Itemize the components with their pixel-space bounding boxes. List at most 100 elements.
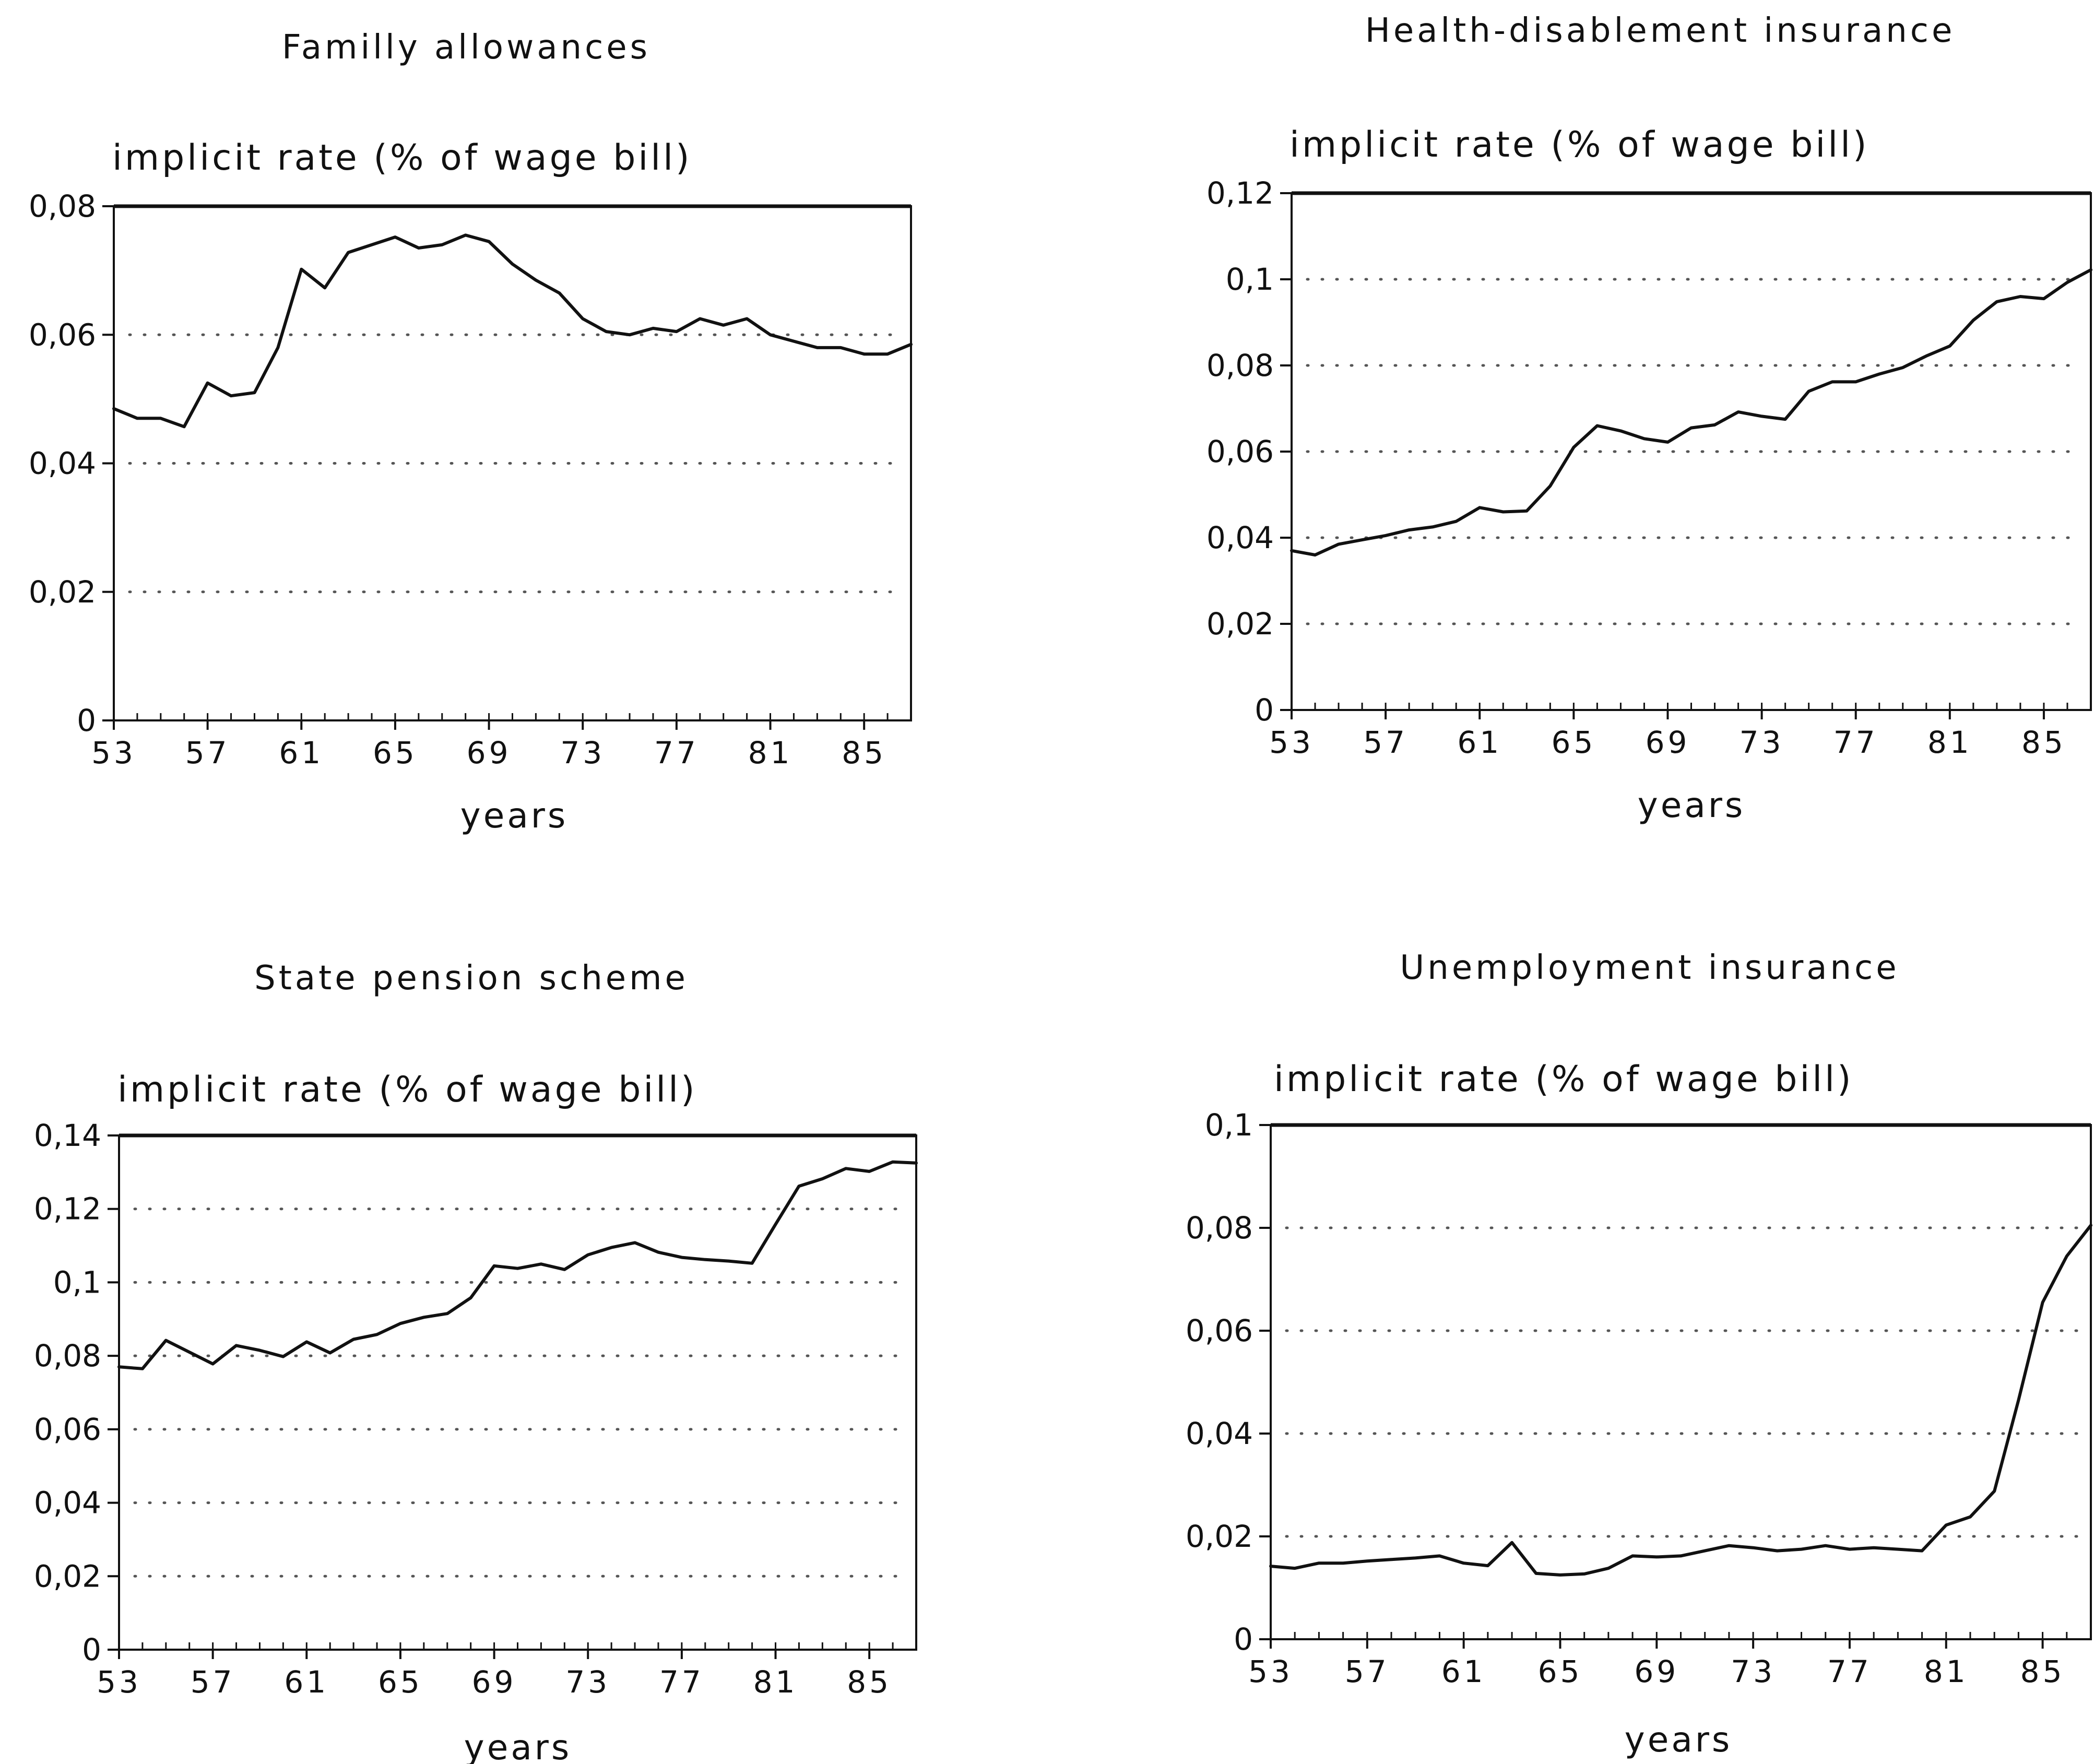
x-tick-label: 73 (560, 735, 605, 771)
plot-border (118, 1134, 917, 1651)
x-tick-label: 57 (1363, 725, 1408, 760)
x-tick-label: 61 (284, 1664, 329, 1700)
gridlines (1285, 1226, 2082, 1538)
y-tick-label: 0,02 (34, 1558, 101, 1594)
y-axis-ticks: 0 0,02 0,04 0,06 0,08 0,1 0,12 0,14 (34, 1118, 119, 1667)
gridlines (133, 1207, 907, 1578)
y-tick-label: 0,12 (34, 1191, 101, 1227)
series-line (117, 1160, 918, 1370)
gridlines (128, 333, 902, 594)
x-tick-label: 77 (654, 735, 699, 771)
y-tick-label: 0,02 (1186, 1519, 1253, 1554)
x-tick-label: 61 (1441, 1654, 1486, 1689)
chart-title: Unemployment insurance (1400, 949, 1899, 987)
x-tick-label: 65 (1551, 725, 1596, 760)
y-tick-label: 0,06 (1206, 434, 1274, 469)
x-tick-label: 73 (1731, 1654, 1776, 1689)
plot-border (1270, 1124, 2092, 1640)
data-series (1290, 268, 2092, 557)
chart-panel-familly-allowances: Familly allowances implicit rate (% of w… (29, 28, 913, 836)
y-axis-ticks: 0 0,02 0,04 0,06 0,08 0,1 0,12 (1206, 175, 1292, 728)
y-axis-ticks: 0 0,02 0,04 0,06 0,08 (29, 188, 114, 738)
plot-frame (118, 1133, 917, 1651)
x-tick-label: 53 (1269, 725, 1314, 760)
y-tick-label: 0,06 (34, 1412, 101, 1447)
x-tick-label: 65 (373, 735, 418, 771)
y-tick-label: 0 (77, 703, 96, 738)
x-tick-label: 53 (1248, 1654, 1293, 1689)
x-tick-label: 85 (2021, 725, 2066, 760)
y-tick-label: 0,08 (1206, 348, 1274, 383)
y-axis-label: implicit rate (% of wage bill) (1274, 1059, 1854, 1100)
gridlines (1306, 278, 2082, 625)
x-tick-label: 77 (659, 1664, 704, 1700)
x-tick-label: 57 (185, 735, 230, 771)
y-axis-label: implicit rate (% of wage bill) (112, 137, 692, 179)
x-tick-label: 69 (472, 1664, 517, 1700)
chart-title: Health-disablement insurance (1365, 11, 1956, 50)
chart-panel-unemployment-insurance: Unemployment insurance implicit rate (% … (1186, 949, 2092, 1760)
x-tick-label: 65 (378, 1664, 423, 1700)
y-tick-label: 0 (1255, 692, 1274, 728)
plot-frame (1270, 1123, 2092, 1640)
x-tick-label: 61 (279, 735, 324, 771)
y-tick-label: 0,04 (29, 446, 96, 481)
x-tick-label: 85 (847, 1664, 892, 1700)
y-tick-label: 0,08 (29, 188, 96, 224)
y-axis-label: implicit rate (% of wage bill) (1289, 124, 1870, 165)
y-tick-label: 0,02 (29, 574, 96, 610)
x-axis-ticks: 53 57 61 65 69 73 77 81 85 (1248, 1632, 2092, 1689)
y-tick-label: 0,04 (1186, 1416, 1253, 1451)
x-axis-ticks: 53 57 61 65 69 73 77 81 85 (97, 1642, 917, 1700)
x-axis-ticks: 53 57 61 65 69 73 77 81 85 (1269, 703, 2092, 760)
x-tick-label: 81 (753, 1664, 798, 1700)
x-tick-label: 69 (1646, 725, 1690, 760)
y-tick-label: 0,14 (34, 1118, 101, 1153)
chart-panel-state-pension-scheme: State pension scheme implicit rate (% of… (34, 959, 918, 1764)
x-tick-label: 53 (91, 735, 136, 771)
series-line (1290, 268, 2092, 557)
y-axis-ticks: 0 0,02 0,04 0,06 0,08 0,1 (1186, 1107, 1271, 1657)
data-series (1269, 1224, 2092, 1577)
y-tick-label: 0,06 (1186, 1313, 1253, 1348)
y-tick-label: 0,1 (1226, 262, 1274, 297)
x-tick-label: 85 (2020, 1654, 2065, 1689)
x-tick-label: 81 (1927, 725, 1972, 760)
x-tick-label: 57 (1345, 1654, 1390, 1689)
data-series (117, 1160, 918, 1370)
data-series (112, 233, 913, 429)
y-tick-label: 0,1 (1205, 1107, 1253, 1143)
y-tick-label: 0,08 (1186, 1210, 1253, 1246)
x-tick-label: 69 (467, 735, 512, 771)
x-tick-label: 81 (748, 735, 793, 771)
x-tick-label: 77 (1827, 1654, 1872, 1689)
x-tick-label: 73 (565, 1664, 610, 1700)
y-tick-label: 0 (1234, 1621, 1253, 1657)
series-line (1269, 1224, 2092, 1577)
x-tick-label: 65 (1538, 1654, 1583, 1689)
x-tick-label: 73 (1740, 725, 1784, 760)
x-tick-label: 85 (842, 735, 886, 771)
y-tick-label: 0 (82, 1632, 101, 1667)
series-line (112, 233, 913, 429)
x-axis-label: years (460, 796, 569, 836)
y-tick-label: 0,04 (34, 1485, 101, 1521)
y-tick-label: 0,08 (34, 1338, 101, 1374)
y-tick-label: 0,02 (1206, 606, 1274, 642)
x-tick-label: 77 (1833, 725, 1878, 760)
y-tick-label: 0,06 (29, 317, 96, 352)
y-tick-label: 0,1 (53, 1264, 101, 1300)
x-tick-label: 61 (1457, 725, 1502, 760)
x-tick-label: 69 (1634, 1654, 1679, 1689)
x-tick-label: 53 (97, 1664, 141, 1700)
x-axis-label: years (1638, 785, 1746, 825)
y-tick-label: 0,12 (1206, 175, 1274, 211)
chart-title: State pension scheme (254, 959, 689, 998)
x-axis-label: years (464, 1727, 572, 1764)
x-tick-label: 57 (191, 1664, 235, 1700)
x-axis-ticks: 53 57 61 65 69 73 77 81 85 (91, 713, 912, 771)
chart-panel-health-disablement-insurance: Health-disablement insurance implicit ra… (1206, 11, 2092, 825)
x-axis-label: years (1625, 1720, 1733, 1760)
y-axis-label: implicit rate (% of wage bill) (117, 1069, 697, 1110)
